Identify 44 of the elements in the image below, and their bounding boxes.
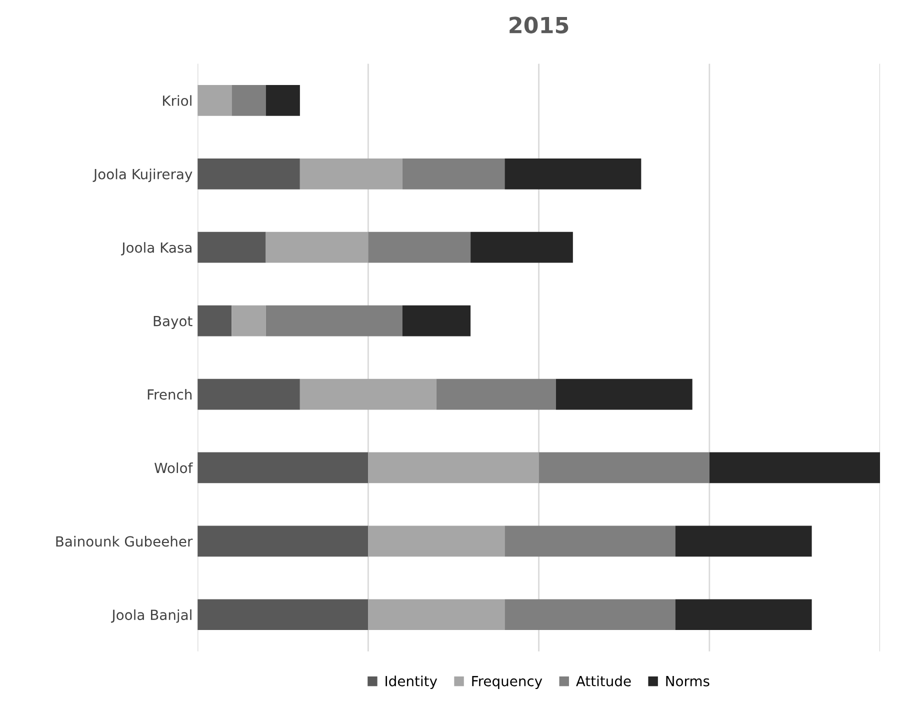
- y-tick-label: Joola Banjal: [111, 609, 192, 623]
- y-tick-label: Wolof: [154, 462, 193, 474]
- legend-label: Norms: [666, 676, 710, 686]
- y-tick-label: Bayot: [154, 316, 192, 329]
- bar: [266, 85, 300, 116]
- bar: [368, 452, 539, 484]
- bar: [198, 526, 368, 557]
- bar: [198, 305, 232, 336]
- bar: [266, 232, 368, 263]
- bar: [368, 526, 505, 557]
- bar: [470, 232, 573, 263]
- bar: [402, 305, 471, 336]
- bar: [675, 526, 812, 557]
- legend-label: Identity: [386, 676, 438, 690]
- chart-title: 2015: [510, 16, 568, 34]
- bar: [198, 452, 368, 484]
- bar: [232, 85, 266, 116]
- bar: [300, 158, 402, 190]
- bar: [504, 526, 676, 557]
- legend-label: Frequency: [472, 676, 542, 690]
- y-tick-label: Bainounk Gubeeher: [56, 536, 193, 547]
- y-tick-label: French: [148, 388, 192, 400]
- bar: [198, 85, 232, 116]
- y-tick-label: Joola Kasa: [120, 242, 192, 256]
- bar: [556, 378, 692, 410]
- bar: [675, 599, 812, 630]
- bar: [198, 378, 300, 410]
- bar: [198, 232, 266, 263]
- bar: [368, 232, 471, 263]
- bar: [368, 599, 505, 630]
- bar: [266, 305, 402, 336]
- y-tick-label: Kriol: [163, 95, 192, 106]
- bar: [538, 452, 710, 484]
- bar: [198, 158, 300, 190]
- bar: [232, 305, 266, 336]
- bar: [436, 378, 556, 410]
- bar: [402, 158, 505, 190]
- bar: [709, 452, 880, 484]
- bar: [504, 158, 642, 190]
- y-tick-label: Joola Kujireray: [92, 168, 192, 182]
- bar: [198, 599, 368, 630]
- bar: [504, 599, 676, 630]
- bar: [300, 378, 436, 410]
- legend-label: Attitude: [576, 676, 631, 686]
